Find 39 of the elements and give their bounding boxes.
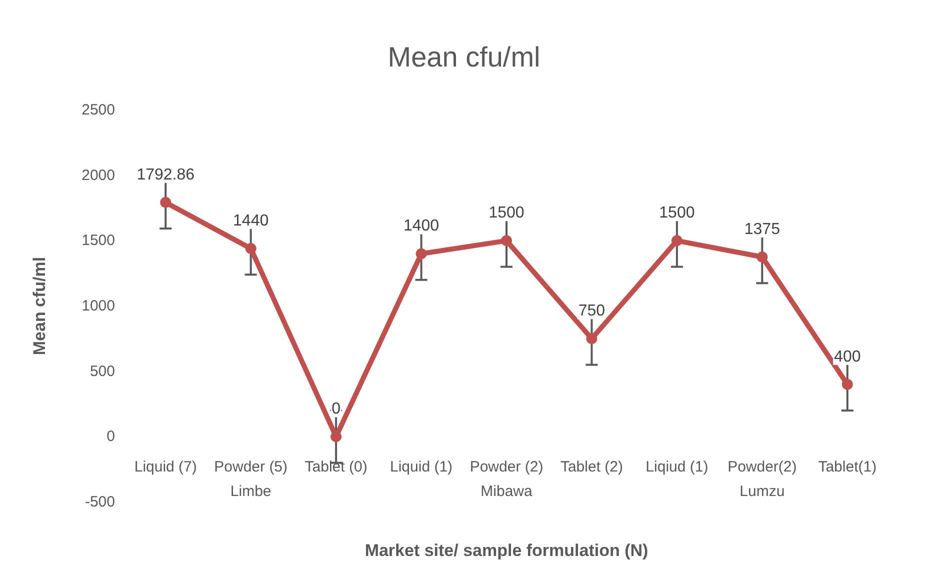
data-label: 1500 bbox=[488, 204, 524, 222]
x-tick-label: Tablet(1) bbox=[818, 458, 877, 476]
point bbox=[586, 333, 598, 344]
y-tick-label: 1500 bbox=[82, 232, 115, 250]
data-label: 750 bbox=[578, 302, 606, 320]
x-tick-label: Powder (5) bbox=[214, 458, 288, 476]
data-label: 1792.86 bbox=[136, 166, 195, 184]
x-tick-label: Liquid (7) bbox=[134, 458, 197, 476]
y-tick-label: -500 bbox=[84, 494, 115, 510]
y-tick-label: 2500 bbox=[82, 102, 115, 118]
point bbox=[245, 243, 256, 254]
x-tick-label: Tablet (0) bbox=[304, 458, 368, 476]
point bbox=[416, 248, 427, 260]
x-tick-label: Liqiud (1) bbox=[646, 458, 708, 476]
data-label: 1440 bbox=[233, 212, 269, 230]
point bbox=[756, 252, 768, 262]
annotation: Lumzu bbox=[740, 483, 785, 500]
x-tick-label: Tablet (2) bbox=[560, 458, 623, 476]
x-axis-title: Market site/ sample formulation (N) bbox=[364, 541, 648, 560]
y-tick-label: 0 bbox=[106, 428, 115, 446]
point bbox=[160, 196, 172, 208]
chart-title: Mean cfu/ml bbox=[388, 42, 540, 72]
y-axis-title: Mean cfu/ml bbox=[30, 256, 49, 356]
y-tick-label: 1000 bbox=[82, 298, 115, 314]
point bbox=[671, 235, 682, 246]
y-tick-label: 500 bbox=[90, 362, 115, 380]
x-tick-label: Powder(2) bbox=[728, 458, 797, 476]
annotation: Mibawa bbox=[480, 483, 533, 500]
point bbox=[501, 235, 512, 246]
x-tick-label: Liquid (1) bbox=[390, 458, 453, 476]
data-label: 1500 bbox=[659, 204, 695, 222]
point bbox=[842, 378, 853, 390]
data-label: 400 bbox=[834, 348, 861, 366]
y-tick-label: 2000 bbox=[82, 166, 115, 184]
data-label: 1375 bbox=[744, 221, 780, 238]
data-label: 1400 bbox=[403, 218, 440, 235]
x-tick-label: Powder (2) bbox=[470, 458, 544, 476]
data-label: 0 bbox=[332, 400, 341, 418]
annotation: Limbe bbox=[230, 483, 272, 500]
